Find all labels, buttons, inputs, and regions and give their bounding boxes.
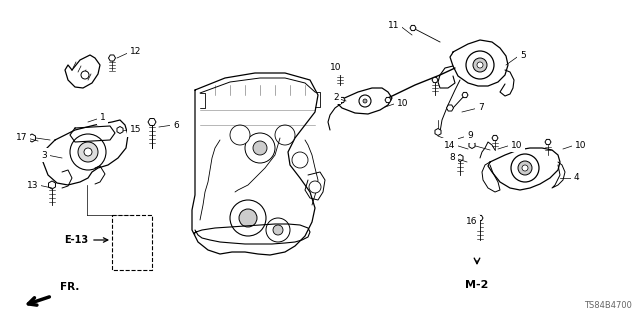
Polygon shape <box>339 97 345 103</box>
Polygon shape <box>435 129 441 136</box>
Polygon shape <box>447 105 454 111</box>
Text: 10: 10 <box>397 99 408 108</box>
Polygon shape <box>129 221 134 225</box>
Text: 14: 14 <box>444 140 455 150</box>
Polygon shape <box>117 127 123 133</box>
Text: 10: 10 <box>330 63 342 72</box>
Text: 6: 6 <box>173 121 179 130</box>
Text: 3: 3 <box>41 151 47 160</box>
Text: 15: 15 <box>130 125 141 135</box>
Circle shape <box>359 95 371 107</box>
Text: 11: 11 <box>387 20 399 29</box>
Text: M-2: M-2 <box>465 280 489 290</box>
Polygon shape <box>129 230 134 234</box>
Circle shape <box>253 141 267 155</box>
Circle shape <box>239 209 257 227</box>
Circle shape <box>266 218 290 242</box>
Text: 4: 4 <box>574 174 580 182</box>
Polygon shape <box>337 70 343 75</box>
Polygon shape <box>545 139 551 145</box>
Polygon shape <box>462 93 468 98</box>
Text: 9: 9 <box>467 131 473 140</box>
Circle shape <box>275 125 295 145</box>
Circle shape <box>81 71 89 79</box>
Text: FR.: FR. <box>60 282 79 292</box>
Polygon shape <box>410 26 416 31</box>
Polygon shape <box>129 248 134 252</box>
Circle shape <box>309 181 321 193</box>
Polygon shape <box>129 257 134 261</box>
Text: 1: 1 <box>100 114 106 122</box>
Circle shape <box>230 200 266 236</box>
Circle shape <box>245 133 275 163</box>
Text: TS84B4700: TS84B4700 <box>584 301 632 310</box>
Polygon shape <box>492 135 498 141</box>
Text: 13: 13 <box>26 181 38 189</box>
Text: 17: 17 <box>15 133 27 143</box>
Polygon shape <box>457 154 463 161</box>
Circle shape <box>511 154 539 182</box>
Text: 10: 10 <box>575 140 586 150</box>
Text: E-13: E-13 <box>64 235 88 245</box>
Polygon shape <box>129 239 134 243</box>
Circle shape <box>84 148 92 156</box>
Text: 7: 7 <box>478 103 484 113</box>
Circle shape <box>518 161 532 175</box>
Polygon shape <box>385 97 391 103</box>
Polygon shape <box>49 181 56 189</box>
Polygon shape <box>469 142 475 149</box>
Text: 12: 12 <box>130 48 141 56</box>
Circle shape <box>273 225 283 235</box>
Text: 8: 8 <box>449 153 455 162</box>
Polygon shape <box>432 78 438 83</box>
Text: 2: 2 <box>333 93 339 101</box>
Polygon shape <box>148 119 156 125</box>
Circle shape <box>78 142 98 162</box>
Circle shape <box>292 152 308 168</box>
Polygon shape <box>29 134 35 142</box>
Circle shape <box>363 99 367 103</box>
Text: 10: 10 <box>511 140 522 150</box>
Circle shape <box>230 125 250 145</box>
Circle shape <box>466 51 494 79</box>
Text: 16: 16 <box>466 218 477 226</box>
Bar <box>112 215 152 270</box>
Circle shape <box>522 165 528 171</box>
Circle shape <box>477 62 483 68</box>
Circle shape <box>70 134 106 170</box>
Polygon shape <box>477 215 483 221</box>
Text: 5: 5 <box>520 50 525 60</box>
Polygon shape <box>109 55 115 61</box>
Circle shape <box>473 58 487 72</box>
